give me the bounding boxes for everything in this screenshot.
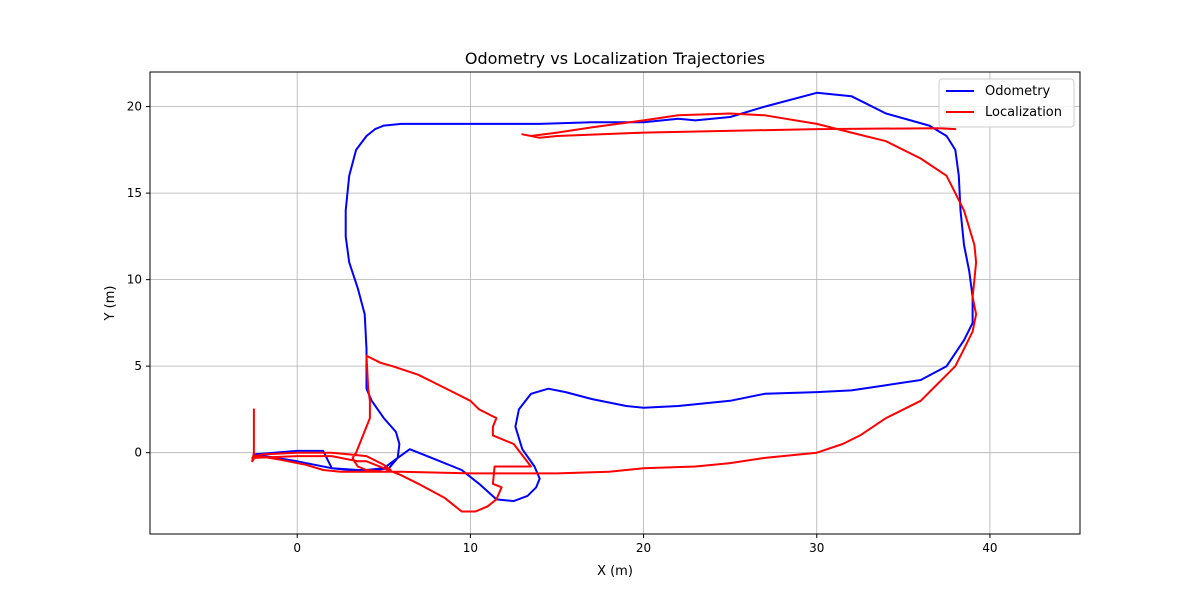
tick-layer: 0 10 20 30 40 0 5 10 15 20 bbox=[127, 100, 998, 555]
y-tick-label: 20 bbox=[127, 100, 142, 114]
localization-trajectory-line bbox=[251, 112, 978, 513]
grid bbox=[150, 72, 1080, 534]
x-axis-label: X (m) bbox=[597, 564, 633, 579]
x-tick-label: 20 bbox=[636, 541, 651, 555]
y-tick-label: 5 bbox=[134, 359, 142, 373]
series-layer bbox=[251, 91, 978, 513]
plot-frame bbox=[149, 71, 1081, 535]
chart-title: Odometry vs Localization Trajectories bbox=[465, 49, 765, 68]
x-tick-label: 40 bbox=[982, 541, 997, 555]
legend: Odometry Localization bbox=[938, 78, 1075, 128]
y-axis-label: Y (m) bbox=[103, 286, 118, 322]
x-tick-label: 0 bbox=[293, 541, 301, 555]
x-tick-label: 30 bbox=[809, 541, 824, 555]
y-tick-label: 0 bbox=[134, 446, 142, 460]
legend-localization-label: Localization bbox=[985, 105, 1062, 120]
y-tick-label: 10 bbox=[127, 273, 142, 287]
odometry-trajectory-line bbox=[252, 91, 974, 503]
x-tick-label: 10 bbox=[463, 541, 478, 555]
legend-odometry-label: Odometry bbox=[985, 84, 1051, 99]
y-tick-label: 15 bbox=[127, 186, 142, 200]
